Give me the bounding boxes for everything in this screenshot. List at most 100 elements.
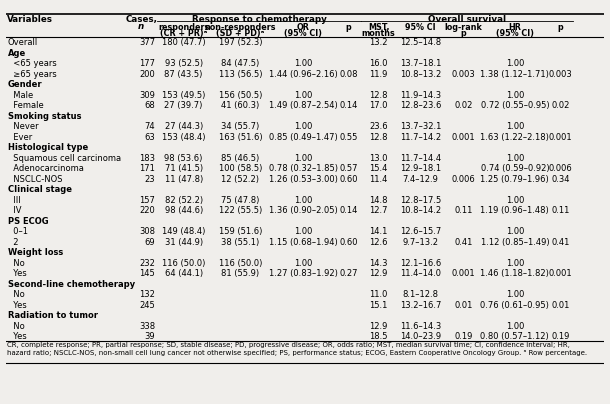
Text: 12.6–15.7: 12.6–15.7 — [400, 227, 441, 236]
Text: No: No — [8, 322, 24, 331]
Text: 9.7–13.2: 9.7–13.2 — [403, 238, 439, 247]
Text: 232: 232 — [139, 259, 155, 268]
Text: 23.6: 23.6 — [369, 122, 388, 131]
Text: 11.7–14.4: 11.7–14.4 — [400, 154, 441, 163]
Text: Gender: Gender — [8, 80, 43, 89]
Text: 11 (47.8): 11 (47.8) — [165, 175, 203, 184]
Text: 27 (44.3): 27 (44.3) — [165, 122, 203, 131]
Text: Variables: Variables — [7, 15, 53, 24]
Text: 84 (47.5): 84 (47.5) — [221, 59, 260, 68]
Text: 14.8: 14.8 — [369, 196, 388, 205]
Text: Overall survival: Overall survival — [428, 15, 506, 24]
Text: Weight loss: Weight loss — [8, 248, 63, 257]
Text: III: III — [8, 196, 21, 205]
Text: 1.00: 1.00 — [506, 322, 524, 331]
Text: 0.006: 0.006 — [451, 175, 475, 184]
Text: Response to chemotherapy: Response to chemotherapy — [192, 15, 326, 24]
Text: 1.00: 1.00 — [506, 196, 524, 205]
Text: 98 (53.6): 98 (53.6) — [165, 154, 203, 163]
Text: Yes: Yes — [8, 332, 27, 341]
Text: 1.26 (0.53–3.00): 1.26 (0.53–3.00) — [269, 175, 338, 184]
Text: 12.9: 12.9 — [369, 322, 388, 331]
Text: 0.001: 0.001 — [548, 269, 572, 278]
Text: 17.0: 17.0 — [369, 101, 388, 110]
Text: 1.27 (0.83–1.92): 1.27 (0.83–1.92) — [269, 269, 338, 278]
Text: 75 (47.8): 75 (47.8) — [221, 196, 260, 205]
Text: 0.11: 0.11 — [454, 206, 473, 215]
Text: Yes: Yes — [8, 301, 27, 310]
Text: 14.3: 14.3 — [369, 259, 388, 268]
Text: 132: 132 — [139, 290, 155, 299]
Text: 1.63 (1.22–2.18): 1.63 (1.22–2.18) — [481, 133, 549, 142]
Text: 38 (55.1): 38 (55.1) — [221, 238, 260, 247]
Text: 11.9: 11.9 — [369, 70, 388, 79]
Text: 0.57: 0.57 — [339, 164, 358, 173]
Text: 15.1: 15.1 — [369, 301, 388, 310]
Text: 12.8–17.5: 12.8–17.5 — [400, 196, 441, 205]
Text: 1.00: 1.00 — [506, 227, 524, 236]
Text: 153 (48.4): 153 (48.4) — [162, 133, 206, 142]
Text: 23: 23 — [145, 175, 155, 184]
Text: Cases,: Cases, — [125, 15, 157, 24]
Text: 0.01: 0.01 — [551, 301, 570, 310]
Text: HR: HR — [508, 23, 522, 32]
Text: 0.08: 0.08 — [339, 70, 358, 79]
Text: 10.8–14.2: 10.8–14.2 — [400, 206, 441, 215]
Text: 93 (52.5): 93 (52.5) — [165, 59, 203, 68]
Text: 12.1–16.6: 12.1–16.6 — [400, 259, 441, 268]
Text: 309: 309 — [139, 91, 155, 100]
Text: 100 (58.5): 100 (58.5) — [219, 164, 262, 173]
Text: 177: 177 — [139, 59, 155, 68]
Text: 13.0: 13.0 — [369, 154, 388, 163]
Text: 1.38 (1.12–1.71): 1.38 (1.12–1.71) — [481, 70, 549, 79]
Text: 0.72 (0.55–0.95): 0.72 (0.55–0.95) — [481, 101, 549, 110]
Text: 1.46 (1.18–1.82): 1.46 (1.18–1.82) — [481, 269, 549, 278]
Text: 116 (50.0): 116 (50.0) — [219, 259, 262, 268]
Text: 74: 74 — [145, 122, 155, 131]
Text: Female: Female — [8, 101, 44, 110]
Text: 34 (55.7): 34 (55.7) — [221, 122, 260, 131]
Text: 0.60: 0.60 — [339, 238, 358, 247]
Text: 338: 338 — [139, 322, 155, 331]
Text: 12.8–23.6: 12.8–23.6 — [400, 101, 441, 110]
Text: 12.5–14.8: 12.5–14.8 — [400, 38, 441, 48]
Text: 159 (51.6): 159 (51.6) — [219, 227, 262, 236]
Text: 156 (50.5): 156 (50.5) — [219, 91, 262, 100]
Text: 12.9: 12.9 — [369, 269, 388, 278]
Text: 0.11: 0.11 — [551, 206, 570, 215]
Text: 0.02: 0.02 — [551, 101, 570, 110]
Text: No: No — [8, 290, 24, 299]
Text: 31 (44.9): 31 (44.9) — [165, 238, 203, 247]
Text: 153 (49.5): 153 (49.5) — [162, 91, 206, 100]
Text: 1.00: 1.00 — [506, 91, 524, 100]
Text: 0.60: 0.60 — [339, 175, 358, 184]
Text: 183: 183 — [139, 154, 155, 163]
Text: Second-line chemotherapy: Second-line chemotherapy — [8, 280, 135, 289]
Text: 11.4: 11.4 — [369, 175, 388, 184]
Text: 12 (52.2): 12 (52.2) — [221, 175, 259, 184]
Text: 11.6–14.3: 11.6–14.3 — [400, 322, 441, 331]
Text: 14.1: 14.1 — [369, 227, 388, 236]
Text: 14.0–23.9: 14.0–23.9 — [400, 332, 441, 341]
Text: 71 (41.5): 71 (41.5) — [165, 164, 203, 173]
Text: (95% CI): (95% CI) — [496, 29, 534, 38]
Text: 12.6: 12.6 — [369, 238, 388, 247]
Text: 0.001: 0.001 — [548, 133, 572, 142]
Text: 171: 171 — [139, 164, 155, 173]
Text: ≥65 years: ≥65 years — [8, 70, 57, 79]
Text: 1.44 (0.96–2.16): 1.44 (0.96–2.16) — [269, 70, 337, 79]
Text: 0.01: 0.01 — [454, 301, 473, 310]
Text: 308: 308 — [139, 227, 155, 236]
Text: 64 (44.1): 64 (44.1) — [165, 269, 203, 278]
Text: months: months — [362, 29, 395, 38]
Text: 69: 69 — [145, 238, 155, 247]
Text: 0.02: 0.02 — [454, 101, 473, 110]
Text: responders: responders — [158, 23, 209, 32]
Text: 0.34: 0.34 — [551, 175, 570, 184]
Text: CR, complete response; PR, partial response; SD, stable disease; PD, progressive: CR, complete response; PR, partial respo… — [7, 342, 587, 356]
Text: 200: 200 — [139, 70, 155, 79]
Text: 12.8: 12.8 — [369, 91, 388, 100]
Text: 15.4: 15.4 — [369, 164, 388, 173]
Text: 1.00: 1.00 — [506, 122, 524, 131]
Text: 0.19: 0.19 — [454, 332, 473, 341]
